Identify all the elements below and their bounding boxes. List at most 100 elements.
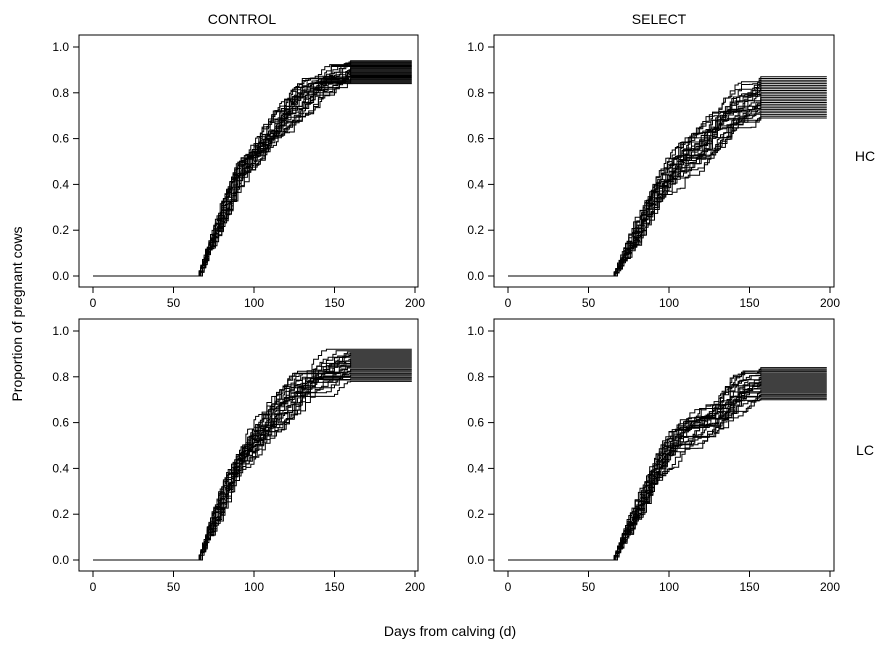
x-axis-title: Days from calving (d) <box>384 623 516 639</box>
x-tick-label: 50 <box>167 580 181 594</box>
x-tick-label: 50 <box>167 296 181 310</box>
replicate-curve <box>93 364 412 561</box>
row-label-lc: LC <box>856 442 874 458</box>
panel-select-hc: 0.0 0.2 0.4 0.6 0.8 1.0 0 50 100 150 200 <box>467 34 840 310</box>
y-tick-label: 0.6 <box>52 416 69 430</box>
replicate-curve <box>93 64 412 277</box>
y-tick-label: 0.2 <box>52 507 69 521</box>
replicate-curve <box>93 75 412 277</box>
x-tick-label: 200 <box>405 296 425 310</box>
replicate-curve <box>93 68 412 277</box>
y-tick-label: 0.2 <box>52 223 69 237</box>
replicate-curve <box>93 72 412 277</box>
x-tick-label: 150 <box>739 580 759 594</box>
replicate-curve <box>93 66 412 277</box>
x-tick-label: 150 <box>324 296 344 310</box>
replicate-curve <box>508 395 827 561</box>
y-tick-label: 0.0 <box>467 269 484 283</box>
x-tick-label: 0 <box>90 296 97 310</box>
replicate-curve <box>508 388 827 561</box>
replicate-curve <box>93 376 412 561</box>
panel-control-lc: 0.0 0.2 0.4 0.6 0.8 1.0 0 50 100 150 200 <box>52 318 425 594</box>
x-tick-label: 200 <box>820 580 840 594</box>
replicate-curve <box>508 376 827 561</box>
replicate-curve <box>93 71 412 277</box>
replicate-curve <box>93 82 412 277</box>
replicate-curve <box>93 372 412 561</box>
replicate-curve <box>508 399 827 561</box>
panel-frame <box>493 34 835 288</box>
replicate-curve <box>508 76 827 277</box>
replicate-curve <box>93 355 412 561</box>
replicate-curve <box>508 81 827 277</box>
x-tick-label: 100 <box>659 296 679 310</box>
y-tick-label: 0.4 <box>467 461 484 475</box>
replicate-curve <box>93 375 412 561</box>
y-tick-label: 0.4 <box>52 461 69 475</box>
replicate-curve <box>93 374 412 561</box>
replicate-curve <box>508 391 827 561</box>
replicate-curve <box>508 397 827 561</box>
replicate-curve <box>508 396 827 561</box>
replicate-curve <box>93 348 412 561</box>
replicate-curve <box>93 378 412 561</box>
replicate-curve <box>93 370 412 561</box>
replicate-curve <box>508 368 827 561</box>
replicate-curve <box>93 66 412 277</box>
y-tick-label: 0.8 <box>467 370 484 384</box>
replicate-curve <box>93 80 412 277</box>
replicate-curve <box>508 115 827 277</box>
y-tick-label: 0.6 <box>52 132 69 146</box>
y-tick-label: 0.0 <box>467 553 484 567</box>
row-label-hc: HC <box>855 148 875 164</box>
replicate-curve <box>93 366 412 561</box>
replicate-curve <box>508 84 827 277</box>
y-tick-label: 1.0 <box>467 324 484 338</box>
replicate-curve <box>93 379 412 561</box>
y-tick-label: 0.2 <box>467 223 484 237</box>
x-tick-label: 0 <box>90 580 97 594</box>
replicate-curve <box>508 114 827 277</box>
y-axis-title: Proportion of pregnant cows <box>9 226 25 401</box>
replicate-curve <box>93 73 412 277</box>
x-tick-label: 0 <box>505 580 512 594</box>
replicate-curve <box>93 76 412 277</box>
x-tick-label: 100 <box>659 580 679 594</box>
y-tick-label: 0.8 <box>52 86 69 100</box>
replicate-curve <box>508 105 827 277</box>
replicate-curve <box>93 81 412 277</box>
replicate-curve <box>93 363 412 561</box>
y-tick-label: 0.6 <box>467 132 484 146</box>
replicate-curve <box>508 392 827 561</box>
y-tick-label: 0.6 <box>467 416 484 430</box>
column-title-control: CONTROL <box>208 11 277 27</box>
replicate-curve <box>508 375 827 561</box>
y-tick-label: 0.0 <box>52 553 69 567</box>
column-title-select: SELECT <box>632 11 687 27</box>
x-tick-label: 100 <box>244 296 264 310</box>
x-tick-label: 200 <box>405 580 425 594</box>
replicate-curve <box>93 356 412 561</box>
y-tick-label: 0.4 <box>52 177 69 191</box>
replicate-curve <box>93 380 412 561</box>
y-tick-label: 0.0 <box>52 269 69 283</box>
replicate-curve <box>508 373 827 561</box>
panel-frame <box>78 34 419 288</box>
x-tick-label: 0 <box>505 296 512 310</box>
y-tick-label: 1.0 <box>52 324 69 338</box>
y-tick-label: 0.8 <box>467 86 484 100</box>
x-tick-label: 150 <box>739 296 759 310</box>
panel-select-lc: 0.0 0.2 0.4 0.6 0.8 1.0 0 50 100 150 200 <box>467 318 840 594</box>
replicate-curve <box>508 393 827 561</box>
replicate-curve <box>93 350 412 561</box>
replicate-curve <box>93 371 412 561</box>
x-tick-label: 100 <box>244 580 264 594</box>
replicate-curve <box>93 74 412 277</box>
replicate-curve <box>93 67 412 277</box>
replicate-curve <box>508 389 827 561</box>
replicate-curve <box>508 86 827 277</box>
x-tick-label: 50 <box>582 296 596 310</box>
replicate-curve <box>93 83 412 277</box>
replicate-curve <box>508 381 827 561</box>
x-tick-label: 150 <box>324 580 344 594</box>
